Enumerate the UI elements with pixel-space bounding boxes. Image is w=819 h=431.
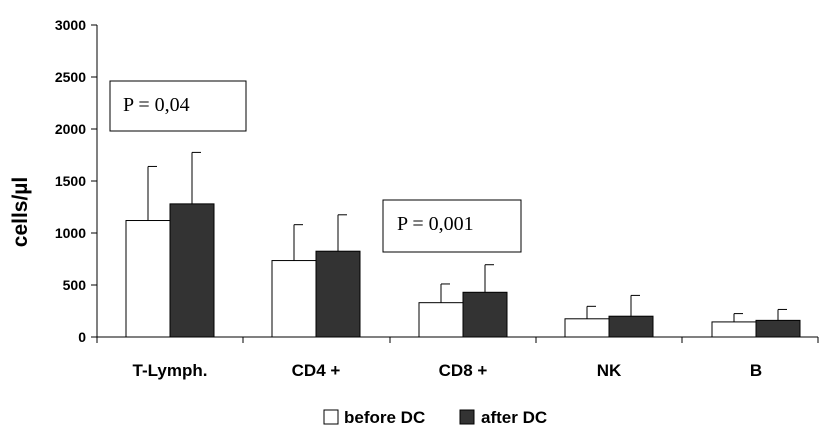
axes xyxy=(96,25,819,343)
y-tick-label: 1500 xyxy=(55,173,86,189)
bar-before-dc xyxy=(125,220,171,338)
bar-after-dc xyxy=(462,291,508,338)
x-category-label: NK xyxy=(597,361,622,380)
bar-before-dc xyxy=(271,260,317,338)
y-axis-ticks: 0 500 1000 1500 2000 2500 3000 xyxy=(55,17,97,345)
x-category-label: CD8 + xyxy=(439,361,488,380)
bar-after-dc xyxy=(755,319,801,338)
p-value-label: P = 0,04 xyxy=(123,94,190,116)
legend-swatch xyxy=(323,409,339,425)
y-tick-label: 2500 xyxy=(55,69,86,85)
y-axis-title: cells/µl xyxy=(9,177,32,247)
x-axis-categories: T-Lymph. CD4 + CD8 + NK B xyxy=(133,361,763,380)
legend-swatch xyxy=(459,409,475,425)
legend: before DC after DC xyxy=(323,408,547,427)
x-category-label: CD4 + xyxy=(292,361,341,380)
bar-after-dc xyxy=(169,203,215,338)
legend-label: before DC xyxy=(344,408,425,427)
y-tick-label: 3000 xyxy=(55,17,86,33)
bar-after-dc xyxy=(315,250,361,338)
annotations: P = 0,04 P = 0,001 xyxy=(109,80,522,253)
y-tick-label: 500 xyxy=(63,277,87,293)
bar-before-dc xyxy=(711,321,757,338)
bar-after-dc xyxy=(608,315,654,338)
y-tick-label: 0 xyxy=(78,329,86,345)
x-category-label: B xyxy=(750,361,762,380)
y-tick-label: 2000 xyxy=(55,121,86,137)
bar-before-dc xyxy=(418,302,464,338)
legend-label: after DC xyxy=(481,408,547,427)
p-value-box xyxy=(109,80,247,132)
p-value-box xyxy=(382,199,522,253)
bar-before-dc xyxy=(564,318,610,338)
y-tick-label: 1000 xyxy=(55,225,86,241)
p-value-label: P = 0,001 xyxy=(397,213,474,235)
x-category-label: T-Lymph. xyxy=(133,361,208,380)
bars xyxy=(125,151,801,338)
